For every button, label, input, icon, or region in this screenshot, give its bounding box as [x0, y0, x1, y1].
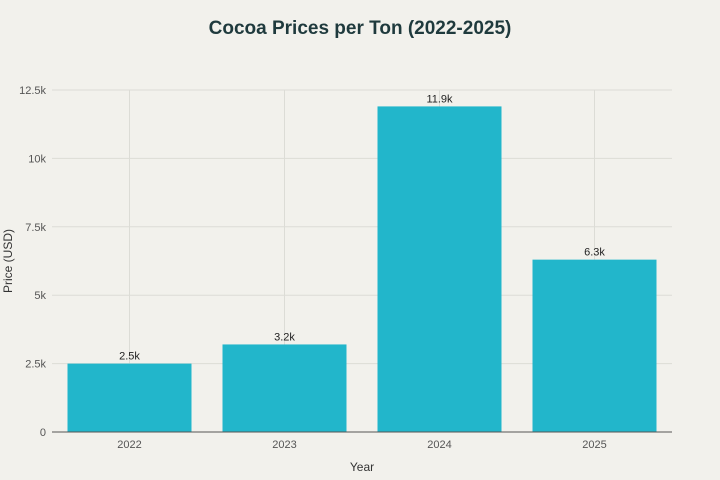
- data-labels: 2.5k 3.2k 11.9k 6.3k: [119, 93, 605, 362]
- x-axis-ticks: 2022 2023 2024 2025: [117, 439, 606, 451]
- y-tick-label: 5k: [34, 290, 46, 302]
- data-label-2024: 11.9k: [426, 93, 453, 105]
- x-tick-label: 2022: [117, 439, 141, 451]
- bar-2024: [377, 106, 502, 432]
- x-tick-label: 2023: [272, 439, 296, 451]
- data-label-2023: 3.2k: [274, 331, 295, 343]
- bar-2022: [67, 363, 192, 432]
- y-tick-label: 7.5k: [25, 222, 46, 234]
- x-axis-title: Year: [350, 460, 374, 474]
- x-tick-label: 2024: [427, 439, 451, 451]
- y-tick-label: 12.5k: [19, 85, 46, 97]
- data-label-2025: 6.3k: [584, 247, 605, 259]
- y-tick-label: 2.5k: [25, 359, 46, 371]
- y-tick-label: 0: [40, 427, 46, 439]
- bar-2025: [532, 259, 657, 432]
- y-axis-ticks: 0 2.5k 5k 7.5k 10k 12.5k: [19, 85, 46, 439]
- bars: [67, 106, 657, 432]
- bar-2023: [222, 344, 347, 432]
- data-label-2022: 2.5k: [119, 351, 140, 363]
- chart-title: Cocoa Prices per Ton (2022-2025): [208, 18, 512, 39]
- x-tick-label: 2025: [582, 439, 606, 451]
- y-axis-title: Price (USD): [1, 229, 15, 293]
- y-tick-label: 10k: [28, 153, 46, 165]
